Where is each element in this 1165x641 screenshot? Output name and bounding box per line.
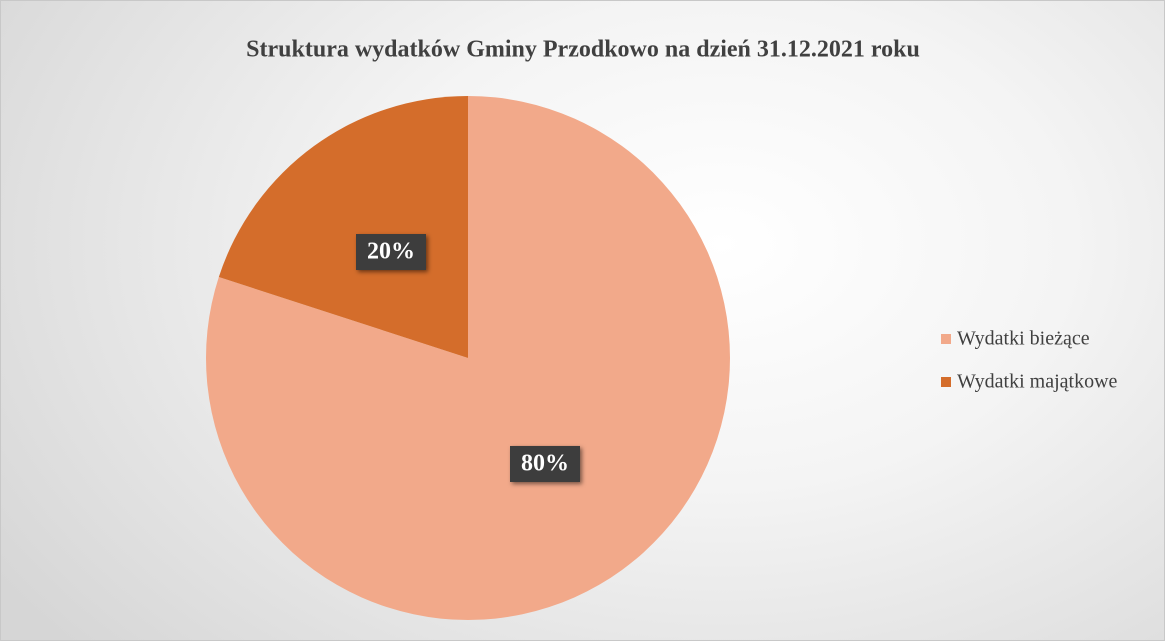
data-label: 20% [367,239,415,265]
chart-title: Struktura wydatków Gminy Przodkowo na dz… [246,37,920,63]
data-label-box [356,234,427,271]
legend-label: Wydatki bieżące [957,328,1090,350]
pie-slice [218,96,468,358]
legend-swatch [941,334,951,344]
data-label-box [509,445,580,482]
data-label: 80% [521,450,569,476]
legend-label: Wydatki majątkowe [957,371,1118,393]
legend-swatch [941,377,951,387]
